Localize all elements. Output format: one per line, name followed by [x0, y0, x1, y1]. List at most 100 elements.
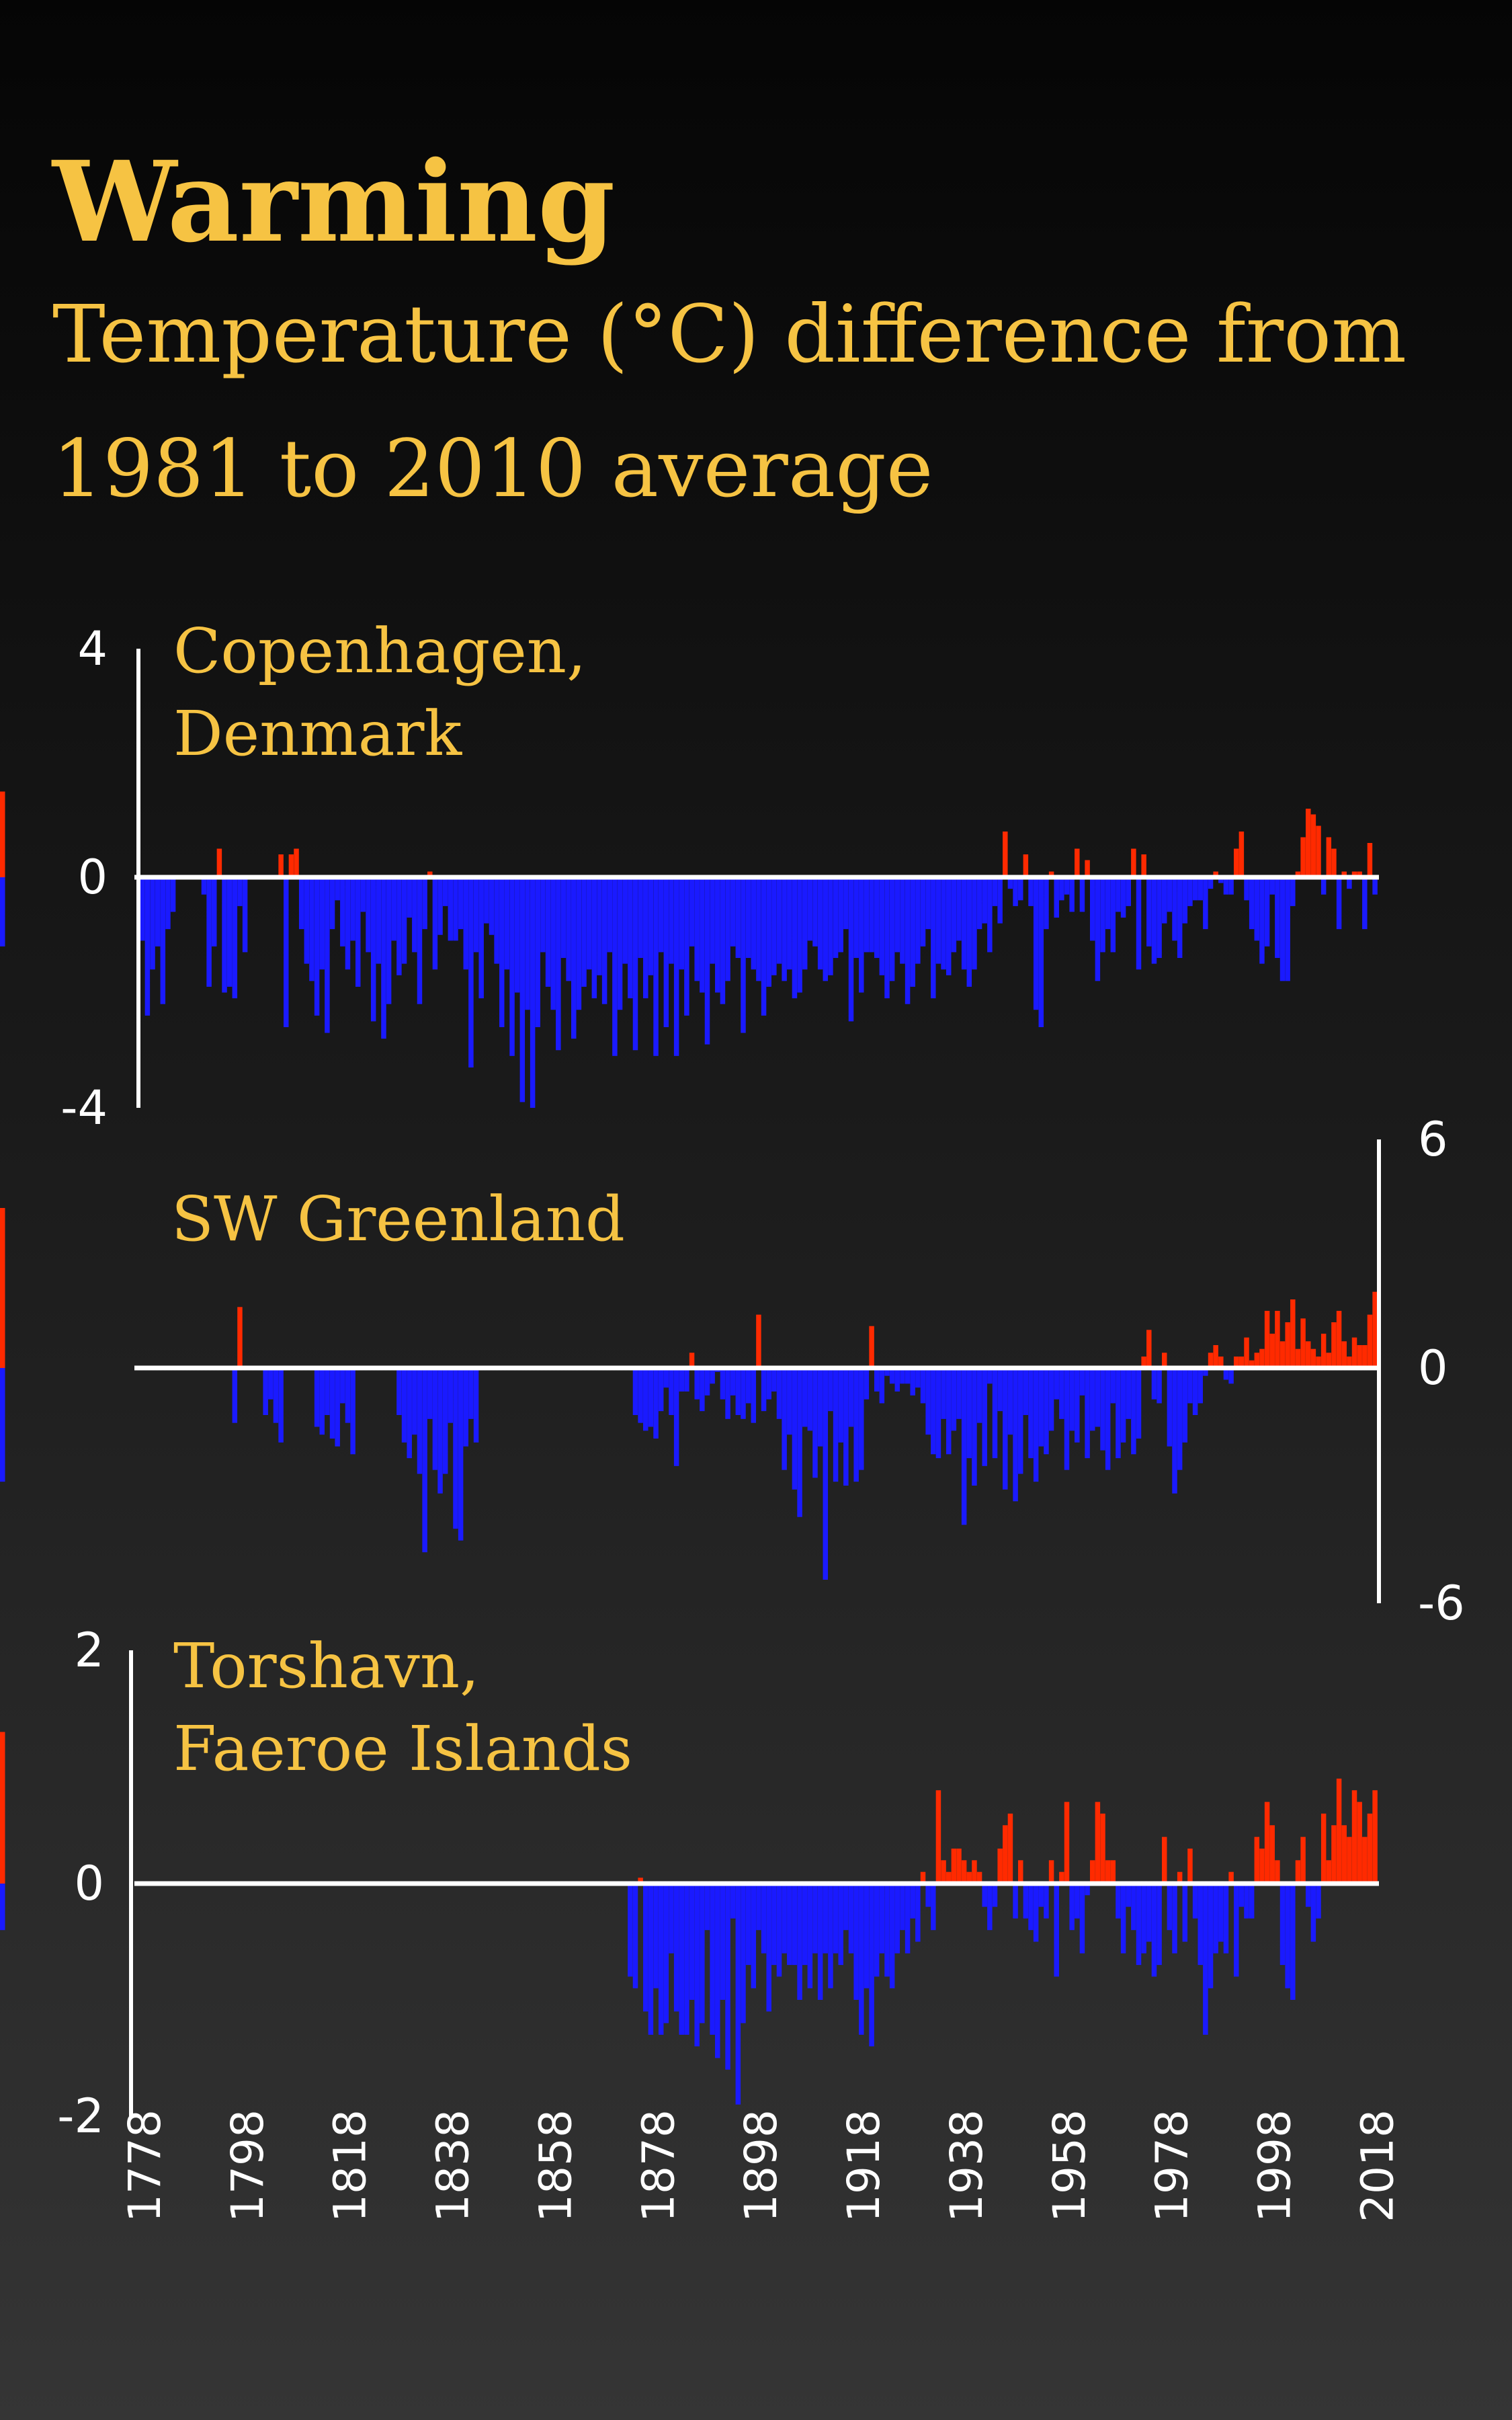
bar-1938	[961, 877, 967, 970]
bar-1814	[325, 877, 330, 1033]
bar-1901	[771, 877, 777, 975]
y-tick-label: 2	[74, 1623, 104, 1678]
x-tick-label: 1778	[119, 2109, 171, 2222]
y-tick-label: -6	[1418, 1576, 1465, 1631]
bar-1857	[545, 877, 551, 987]
bar-1892	[725, 877, 730, 981]
bar-1805	[278, 1368, 284, 1443]
bar-1892	[725, 1368, 730, 1419]
bar-1934	[941, 877, 946, 970]
bar-1934	[941, 1368, 946, 1419]
bar-1818	[345, 1368, 351, 1423]
bar-2011	[1336, 1311, 1342, 1368]
bar-1882	[673, 877, 679, 1056]
bar-1815	[329, 877, 335, 930]
bar-2013	[1347, 877, 1352, 889]
bar-1936	[951, 1848, 957, 1884]
bar-1902	[776, 1884, 782, 1977]
bar-1878	[653, 1884, 659, 1988]
bar-2001	[1285, 1884, 1290, 1988]
panel-label: SW Greenland	[171, 1183, 625, 1255]
bar-1951	[1028, 877, 1034, 906]
bar-1962	[1085, 1368, 1090, 1459]
bar-1920	[869, 1884, 874, 2047]
bar-1941	[976, 877, 982, 930]
bar-1947	[1007, 1813, 1013, 1884]
bar-1891	[720, 1884, 726, 2000]
bar-1979	[1172, 1368, 1177, 1494]
bar-1925	[894, 877, 900, 953]
bar-2001	[1285, 1322, 1290, 1368]
bar-1905	[792, 877, 798, 999]
bar-1929	[915, 877, 921, 964]
bar-1915	[843, 1368, 849, 1486]
bar-1913	[833, 1884, 839, 1953]
chart-title: Warming	[51, 136, 615, 267]
bar-1989	[1223, 877, 1229, 895]
bar-1923	[884, 1884, 890, 1977]
bar-1898	[756, 1314, 761, 1368]
bar-1913	[833, 1368, 839, 1482]
bar-1876	[643, 1884, 648, 2012]
bar-1889	[710, 1884, 715, 2035]
bar-1947	[1007, 1368, 1013, 1435]
bar-1866	[591, 877, 597, 999]
bar-2013	[1347, 1837, 1352, 1884]
bar-1904	[787, 877, 792, 970]
bar-1929	[915, 1368, 921, 1388]
bar-1884	[684, 1884, 689, 2035]
bar-1860	[560, 877, 566, 959]
bar-1975	[1151, 877, 1157, 964]
bar-1883	[679, 1884, 685, 2035]
bar-1957	[1059, 1871, 1064, 1884]
bar-1885	[689, 877, 695, 946]
bar-1931	[925, 1368, 931, 1435]
bar-1919	[864, 877, 870, 953]
bar-1927	[905, 877, 911, 1004]
bar-1924	[889, 877, 895, 981]
bar-1826	[386, 877, 392, 1004]
bar-1978	[1167, 1368, 1173, 1447]
bar-2010	[1331, 848, 1337, 877]
bar-1887	[700, 1884, 705, 2023]
bar-1925	[894, 1884, 900, 1953]
bar-1966	[1105, 877, 1111, 930]
bar-1988	[1218, 1357, 1224, 1368]
bar-1792	[212, 877, 217, 946]
bar-1952	[1033, 877, 1039, 1010]
bar-1904	[787, 1884, 792, 1966]
bar-1994	[1249, 1884, 1255, 1919]
bar-1923	[884, 1368, 890, 1376]
bar-1935	[946, 1368, 952, 1455]
bar-1935	[946, 877, 952, 975]
bar-1996	[1259, 877, 1265, 964]
bar-1911	[823, 877, 829, 981]
bar-1983	[1192, 1368, 1198, 1415]
bar-1940	[972, 1368, 977, 1486]
bar-2014	[1351, 1790, 1357, 1884]
bar-1960	[1075, 1368, 1080, 1443]
bar-1794	[222, 877, 227, 993]
bar-2003	[1295, 871, 1301, 877]
bar-1914	[838, 1884, 843, 1966]
bar-2009	[1326, 1353, 1332, 1368]
bar-2006	[1310, 1348, 1316, 1368]
bar-1898	[756, 877, 761, 981]
bar-1882	[673, 1368, 679, 1466]
bar-1991	[1233, 1357, 1239, 1368]
bar-1953	[1038, 1884, 1044, 1907]
bar-1960	[1075, 1884, 1080, 1919]
bar-1901	[771, 1368, 777, 1392]
bar-1976	[1157, 877, 1162, 959]
bar-1916	[848, 877, 854, 1022]
bar-1851	[514, 877, 520, 993]
bar-1836	[437, 1368, 443, 1494]
bar-2004	[1300, 837, 1306, 877]
bar-1900	[766, 1884, 771, 2012]
bar-1991	[1233, 1884, 1239, 1977]
x-tick-label: 1918	[838, 2109, 890, 2222]
bar-1810	[304, 877, 310, 964]
bar-1963	[1089, 1368, 1095, 1431]
bar-1956	[1054, 1884, 1059, 1977]
bar-1833	[422, 877, 427, 930]
